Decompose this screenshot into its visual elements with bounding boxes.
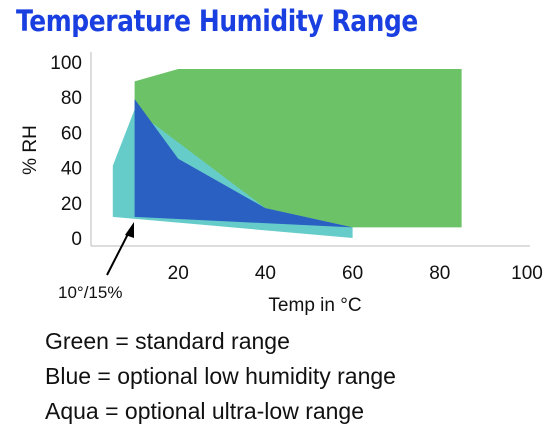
legend-blue: Blue = optional low humidity range xyxy=(45,363,396,389)
y-tick-label: 40 xyxy=(61,159,82,180)
y-tick-label: 0 xyxy=(71,229,82,250)
x-tick-label: 100 xyxy=(511,263,543,284)
chart-title: Temperature Humidity Range xyxy=(16,4,418,38)
y-tick-label: 100 xyxy=(50,53,82,74)
legend-aqua: Aqua = optional ultra-low range xyxy=(45,398,365,424)
area-low-humidity-range xyxy=(134,99,353,228)
x-tick-label: 40 xyxy=(255,263,276,284)
x-axis-label: Temp in °C xyxy=(268,295,361,316)
plot-frame xyxy=(90,52,530,247)
x-tick-labels: 20 40 60 80 100 xyxy=(168,263,543,284)
y-axis-label: % RH xyxy=(20,125,41,175)
annotation-arrow xyxy=(106,222,134,276)
x-tick-label: 60 xyxy=(342,263,363,284)
x-tick-label: 20 xyxy=(168,263,189,284)
y-tick-labels: 0 20 40 60 80 100 xyxy=(50,53,82,250)
y-tick-label: 80 xyxy=(61,88,82,109)
y-tick-label: 20 xyxy=(61,194,82,215)
x-tick-label: 80 xyxy=(429,263,450,284)
annotation-label: 10°/15% xyxy=(58,283,122,302)
y-tick-label: 60 xyxy=(61,123,82,144)
legend-green: Green = standard range xyxy=(45,328,290,354)
data-areas xyxy=(112,69,462,238)
